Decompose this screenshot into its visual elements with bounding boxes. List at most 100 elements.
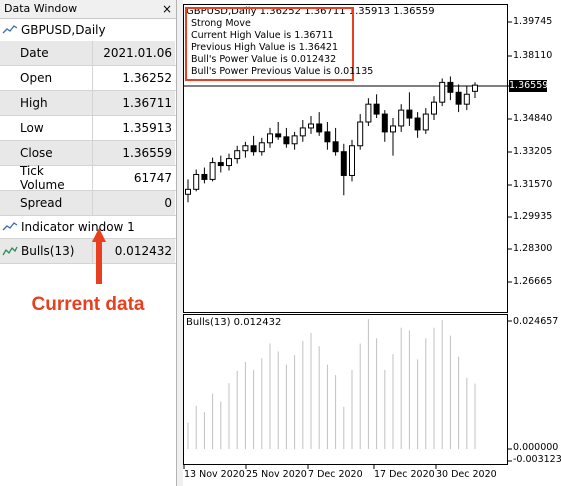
candle-bear	[275, 133, 282, 138]
data-row-label: Open	[20, 71, 53, 85]
candle-bear	[381, 113, 388, 133]
data-row-value: 1.36711	[92, 91, 175, 115]
candle-bear	[406, 109, 413, 119]
data-row-label: Spread	[0, 191, 92, 215]
candle-bull	[398, 109, 405, 127]
comment-line: Bull's Power Value is 0.012432	[191, 54, 337, 65]
data-row-value: 1.36252	[92, 66, 175, 90]
comment-line: Bull's Power Previous Value is 0.01135	[191, 66, 374, 77]
candle-bull	[308, 123, 314, 129]
price-label: 1.28300	[513, 243, 553, 254]
candle-bull	[234, 150, 241, 160]
candle-bull	[422, 113, 429, 131]
candle-bear	[283, 136, 290, 145]
date-label: 13 Nov 2020	[184, 469, 245, 480]
data-row-bulls: Bulls(13) 0.012432	[0, 239, 176, 264]
bulls-power-icon	[2, 246, 18, 256]
candle-bull	[258, 142, 265, 153]
price-label: 1.29935	[513, 211, 553, 222]
candle-bear	[316, 123, 323, 133]
comment-line: Previous High Value is 1.36421	[191, 42, 339, 53]
candle-bear	[373, 103, 380, 115]
data-row-date: Date 2021.01.06	[0, 41, 176, 66]
candle-bull	[357, 121, 364, 147]
candle-bear	[324, 131, 331, 143]
candle-bear	[217, 162, 224, 167]
candle-bull	[472, 84, 478, 92]
data-row-open: Open 1.36252	[0, 66, 176, 91]
data-row-tick-volume: Tick Volume 61747	[0, 164, 176, 192]
bulls-label: Bulls(13)	[21, 244, 75, 258]
bulls-power-histogram	[187, 319, 476, 449]
candle-bear	[447, 81, 454, 93]
candle-bull	[185, 188, 191, 195]
price-label: 1.39745	[513, 16, 553, 27]
sub-scale-bottom: -0.003123	[513, 454, 561, 465]
splitter[interactable]	[177, 0, 183, 486]
data-row-close: Close 1.36559	[0, 141, 176, 166]
close-icon[interactable]: ×	[161, 2, 172, 16]
data-row-value: 1.35913	[92, 116, 175, 140]
chart-line-icon	[2, 222, 18, 231]
candle-bull	[209, 162, 216, 180]
sub-scale-zero: 0.000000	[513, 442, 559, 453]
candle-bull	[349, 145, 355, 176]
comment-box: Strong Move Current High Value is 1.3671…	[185, 7, 373, 81]
data-window-panel: Data Window × GBPUSD,Daily Date 2021.01.…	[0, 0, 177, 486]
candle-bull	[390, 125, 396, 133]
data-window-title: Data Window	[4, 2, 78, 15]
data-row-value: 61747	[92, 166, 175, 190]
data-row-value: 1.36559	[92, 141, 175, 165]
candle-bear	[340, 151, 347, 176]
data-row-label: High	[0, 91, 92, 115]
symbol-label: GBPUSD,Daily	[21, 23, 106, 37]
arrow-up-icon	[92, 228, 106, 284]
data-window-title-bar: Data Window ×	[0, 0, 176, 19]
price-label: 1.34840	[513, 113, 553, 124]
chart-canvas[interactable]	[183, 0, 561, 486]
candle-bear	[455, 91, 462, 105]
candles-group	[185, 76, 478, 203]
indicator-window-row[interactable]: Indicator window 1	[0, 216, 176, 239]
price-label: 1.26665	[513, 276, 553, 287]
data-row-label: Tick Volume	[20, 164, 65, 192]
candle-bear	[414, 117, 421, 131]
candle-bull	[267, 133, 273, 144]
candle-bull	[439, 81, 446, 103]
symbol-row[interactable]: GBPUSD,Daily	[0, 19, 176, 41]
data-row-label: Date	[0, 41, 92, 65]
candle-bull	[365, 103, 372, 123]
date-label: 17 Dec 2020	[374, 469, 435, 480]
sub-scale-top: 0.024657	[513, 316, 559, 327]
data-row-spread: Spread 0	[0, 191, 176, 216]
data-row-label: Low	[20, 121, 44, 135]
price-label: 1.31570	[513, 179, 553, 190]
candle-bull	[463, 93, 470, 105]
candle-bull	[226, 158, 232, 167]
chart-line-icon	[2, 25, 18, 34]
data-row-low: Low 1.35913	[0, 116, 176, 141]
price-label: 1.33205	[513, 146, 553, 157]
subwindow-label: Bulls(13) 0.012432	[186, 317, 282, 328]
indicator-window-label: Indicator window 1	[21, 220, 135, 234]
candle-bull	[431, 101, 437, 115]
date-label: 7 Dec 2020	[308, 469, 363, 480]
data-row-value: 2021.01.06	[92, 41, 175, 65]
price-label: 1.38110	[513, 50, 553, 61]
data-row-label: Close	[0, 141, 92, 165]
comment-line: Strong Move	[191, 18, 251, 29]
candle-bear	[250, 145, 257, 153]
candle-bear	[201, 173, 208, 180]
chart-window[interactable]: GBPUSD,Daily 1.36252 1.36711 1.35913 1.3…	[183, 0, 561, 486]
current-price-tag: 1.36559	[509, 80, 549, 92]
date-label: 25 Nov 2020	[246, 469, 307, 480]
data-row-label: Bulls(13)	[0, 239, 92, 263]
candle-bull	[291, 135, 298, 145]
data-row-high: High 1.36711	[0, 91, 176, 116]
comment-line: Current High Value is 1.36711	[191, 30, 334, 41]
date-label: 30 Dec 2020	[436, 469, 497, 480]
candle-bull	[242, 145, 249, 152]
data-row-value: 0	[92, 191, 175, 215]
data-row-value: 0.012432	[92, 239, 175, 263]
candle-bull	[193, 173, 200, 190]
